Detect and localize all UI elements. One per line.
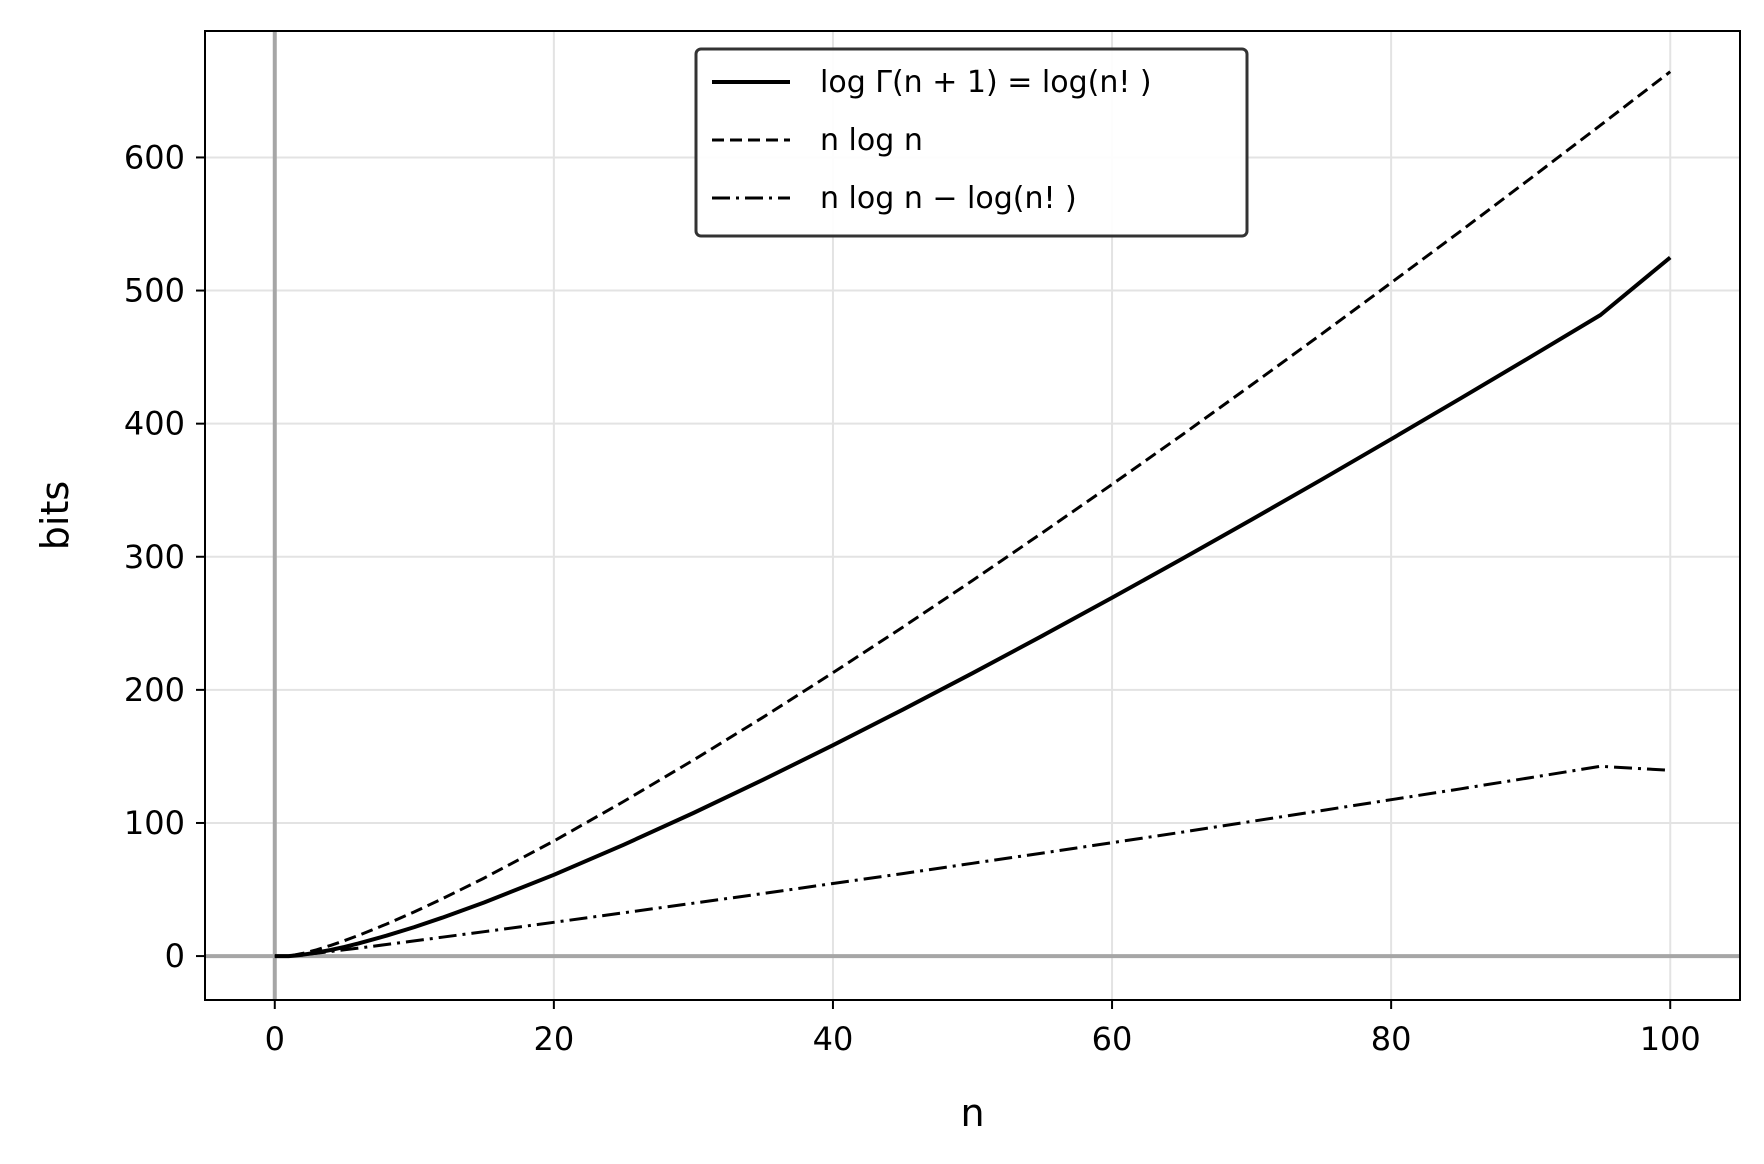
series-lines <box>274 70 1672 959</box>
x-tick-label: 60 <box>1092 1020 1133 1058</box>
legend: log Γ(n + 1) = log(n! ) n log n n log n − … <box>694 47 1249 238</box>
x-tick-label: 20 <box>534 1020 575 1058</box>
x-tick-label: 0 <box>265 1020 285 1058</box>
x-tick-label: 80 <box>1371 1020 1412 1058</box>
legend-label: n log n <box>820 123 923 158</box>
series-line-solid <box>274 255 1672 959</box>
y-tick-label: 0 <box>165 937 185 975</box>
x-tick-label: 100 <box>1640 1020 1701 1058</box>
y-tick-label: 100 <box>124 804 185 842</box>
y-tick-label: 600 <box>124 138 185 176</box>
legend-box <box>694 47 1249 238</box>
axis-ticks: 0 20 40 60 80 100 0 100 200 300 400 500 600 <box>124 138 1701 1058</box>
series-line-dashed <box>274 70 1672 958</box>
y-tick-label: 500 <box>124 272 185 310</box>
legend-label: log Γ(n + 1) = log(n! ) <box>820 65 1152 100</box>
reference-lines <box>205 31 1740 1000</box>
y-tick-label: 300 <box>124 538 185 576</box>
legend-label: n log n − log(n! ) <box>820 181 1077 216</box>
y-axis-title: bits <box>33 481 77 550</box>
series-line-dashdot <box>274 764 1671 958</box>
x-tick-label: 40 <box>813 1020 854 1058</box>
plot-frame <box>204 30 1741 1001</box>
y-tick-label: 200 <box>124 671 185 709</box>
x-axis-title: n <box>960 1091 984 1135</box>
y-tick-label: 400 <box>124 405 185 443</box>
